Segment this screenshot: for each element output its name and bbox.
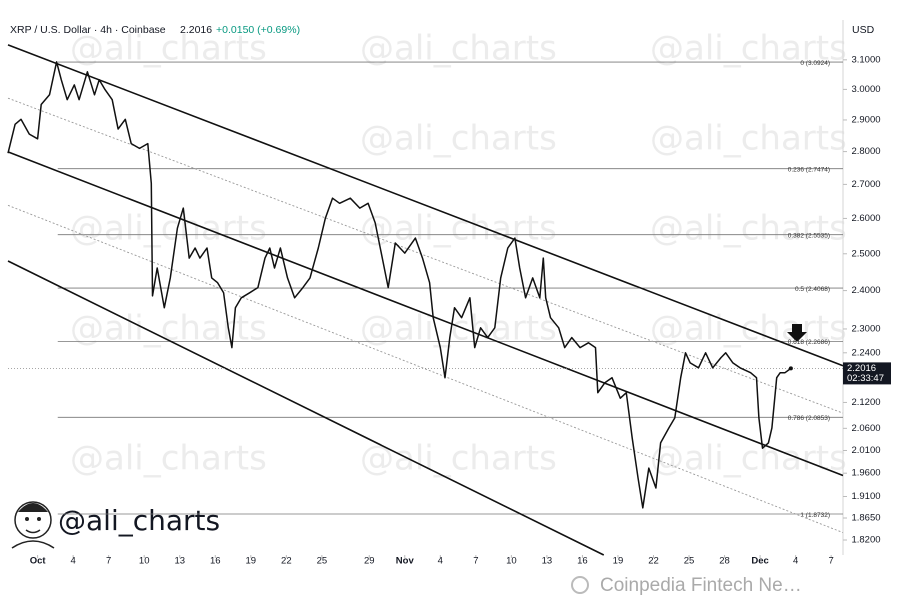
fib-level-label: 1 (1.8732) xyxy=(800,512,830,519)
watermark-text: @ali_charts xyxy=(70,309,267,349)
x-tick-label: 22 xyxy=(648,556,659,567)
x-tick-label: 19 xyxy=(246,556,257,567)
price-box-countdown: 02:33:47 xyxy=(847,373,884,384)
y-tick-label: 1.9600 xyxy=(851,468,880,479)
currency-label: USD xyxy=(852,24,875,36)
x-tick-label: 19 xyxy=(613,556,624,567)
x-tick-label: 16 xyxy=(577,556,588,567)
watermark-text: @ali_charts xyxy=(360,209,557,249)
watermark-text: @ali_charts xyxy=(360,29,557,69)
channel-line xyxy=(7,44,844,367)
x-tick-label: 7 xyxy=(473,556,478,567)
x-tick-label: 10 xyxy=(139,556,150,567)
header-price: 2.2016 xyxy=(180,24,212,36)
x-tick-label: Oct xyxy=(30,556,47,567)
y-tick-label: 1.8200 xyxy=(851,535,880,546)
y-tick-label: 2.2400 xyxy=(851,347,880,358)
x-tick-label: 25 xyxy=(317,556,328,567)
fib-level-label: 0.5 (2.4068) xyxy=(795,286,830,293)
y-tick-label: 2.0600 xyxy=(851,423,880,434)
last-point xyxy=(788,366,793,371)
fib-level-label: 0.382 (2.5535) xyxy=(788,232,830,239)
price-box xyxy=(843,362,891,385)
watermark-text: @ali_charts xyxy=(650,309,847,349)
x-tick-label: 4 xyxy=(70,556,75,567)
y-tick-label: 2.7000 xyxy=(851,179,880,190)
source-logo xyxy=(571,576,589,594)
channel-line xyxy=(7,97,844,414)
y-tick-label: 2.0100 xyxy=(851,445,880,456)
price-box-value: 2.2016 xyxy=(847,363,876,374)
x-tick-label: 4 xyxy=(438,556,443,567)
chart-title: XRP / U.S. Dollar · 4h · Coinbase xyxy=(10,24,166,36)
x-tick-label: 7 xyxy=(106,556,111,567)
watermark-text: @ali_charts xyxy=(70,209,267,249)
y-tick-label: 2.6000 xyxy=(851,213,880,224)
x-tick-label: 16 xyxy=(210,556,221,567)
x-tick-label: 22 xyxy=(281,556,292,567)
x-tick-label: 7 xyxy=(829,556,834,567)
channel-line xyxy=(7,151,844,477)
fib-level-label: 0.236 (2.7474) xyxy=(788,166,830,173)
y-tick-label: 3.0000 xyxy=(851,84,880,95)
channel-line xyxy=(7,260,605,556)
y-tick-label: 2.9000 xyxy=(851,114,880,125)
x-tick-label: 10 xyxy=(506,556,517,567)
arrow-icon xyxy=(787,324,807,342)
fib-level-label: 0.618 (2.2686) xyxy=(788,339,830,346)
channel-line xyxy=(7,204,844,534)
watermark-text: @ali_charts xyxy=(360,309,557,349)
x-tick-label: Dec xyxy=(751,556,768,567)
x-tick-label: 29 xyxy=(364,556,375,567)
fib-level-label: 0 (3.0924) xyxy=(800,60,830,67)
source-credit: Coinpedia Fintech Ne… xyxy=(600,575,802,596)
y-tick-label: 2.4000 xyxy=(851,285,880,296)
x-tick-label: 4 xyxy=(793,556,798,567)
x-tick-label: Nov xyxy=(396,556,415,567)
x-tick-label: 13 xyxy=(174,556,185,567)
fib-level-label: 0.786 (2.0853) xyxy=(788,415,830,422)
watermark-text: @ali_charts xyxy=(360,439,557,479)
x-tick-label: 25 xyxy=(684,556,695,567)
watermark-text: @ali_charts xyxy=(650,209,847,249)
x-tick-label: 28 xyxy=(719,556,730,567)
watermark-text: @ali_charts xyxy=(70,439,267,479)
y-tick-label: 1.9100 xyxy=(851,491,880,502)
y-tick-label: 2.1200 xyxy=(851,397,880,408)
watermark-text: @ali_charts xyxy=(360,119,557,159)
watermark-text: @ali_charts xyxy=(650,439,847,479)
watermark-text: @ali_charts xyxy=(650,119,847,159)
y-tick-label: 3.1000 xyxy=(851,54,880,65)
header-change: +0.0150 (+0.69%) xyxy=(216,24,300,36)
y-tick-label: 2.3000 xyxy=(851,323,880,334)
x-tick-label: 13 xyxy=(542,556,553,567)
brand-watermark: @ali_charts xyxy=(58,504,220,537)
y-tick-label: 1.8650 xyxy=(851,513,880,524)
y-tick-label: 2.5000 xyxy=(851,248,880,259)
y-tick-label: 2.8000 xyxy=(851,146,880,157)
avatar-icon xyxy=(11,501,55,549)
watermark-layer: @ali_charts @ali_charts @ali_charts @ali_ch… xyxy=(70,29,847,479)
price-line-series xyxy=(7,61,792,509)
